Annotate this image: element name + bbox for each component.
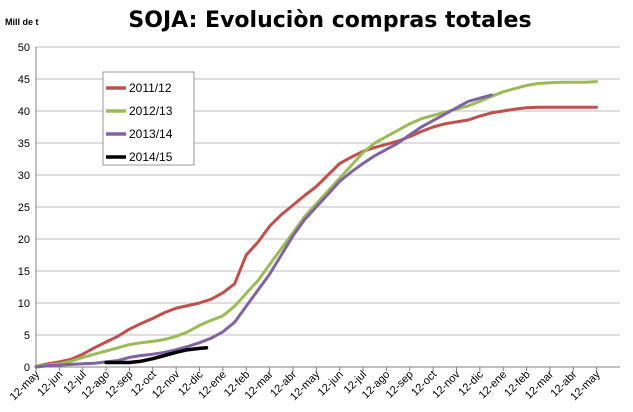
legend-label: 2011/12 xyxy=(129,81,172,95)
x-axis: 12-may12-jun12-jul12-ago12-sep12-oct12-n… xyxy=(8,47,620,403)
y-tick-label: 45 xyxy=(18,74,30,86)
y-axis-ticks: 0 5 10 15 20 25 30 35 40 45 50 xyxy=(18,42,30,374)
y-tick-label: 50 xyxy=(18,42,30,54)
y-unit-label: Mill de t xyxy=(5,17,39,27)
x-tick-label: 12-jun xyxy=(35,369,65,399)
y-tick-label: 25 xyxy=(18,202,30,214)
series-line-2011-12 xyxy=(34,105,599,368)
y-tick-label: 40 xyxy=(18,106,30,118)
chart-title: SOJA: Evoluciòn compras totales xyxy=(128,8,531,33)
series-line-2012-13 xyxy=(34,80,599,368)
y-tick-label: 35 xyxy=(18,138,30,150)
y-tick-label: 30 xyxy=(18,170,30,182)
y-tick-label: 15 xyxy=(18,266,30,278)
legend: 2011/12 2012/13 2013/14 2014/15 xyxy=(102,71,195,166)
legend-label: 2012/13 xyxy=(129,104,173,118)
y-tick-label: 10 xyxy=(18,298,30,310)
x-tick-label: 12-jun xyxy=(316,369,346,399)
y-tick-label: 20 xyxy=(18,234,30,246)
series-lines xyxy=(34,80,599,369)
legend-label: 2013/14 xyxy=(129,127,173,141)
series-line-2014-15 xyxy=(104,346,209,365)
y-tick-label: 5 xyxy=(24,330,30,342)
legend-label: 2014/15 xyxy=(129,150,173,164)
y-tick-label: 0 xyxy=(24,362,30,374)
